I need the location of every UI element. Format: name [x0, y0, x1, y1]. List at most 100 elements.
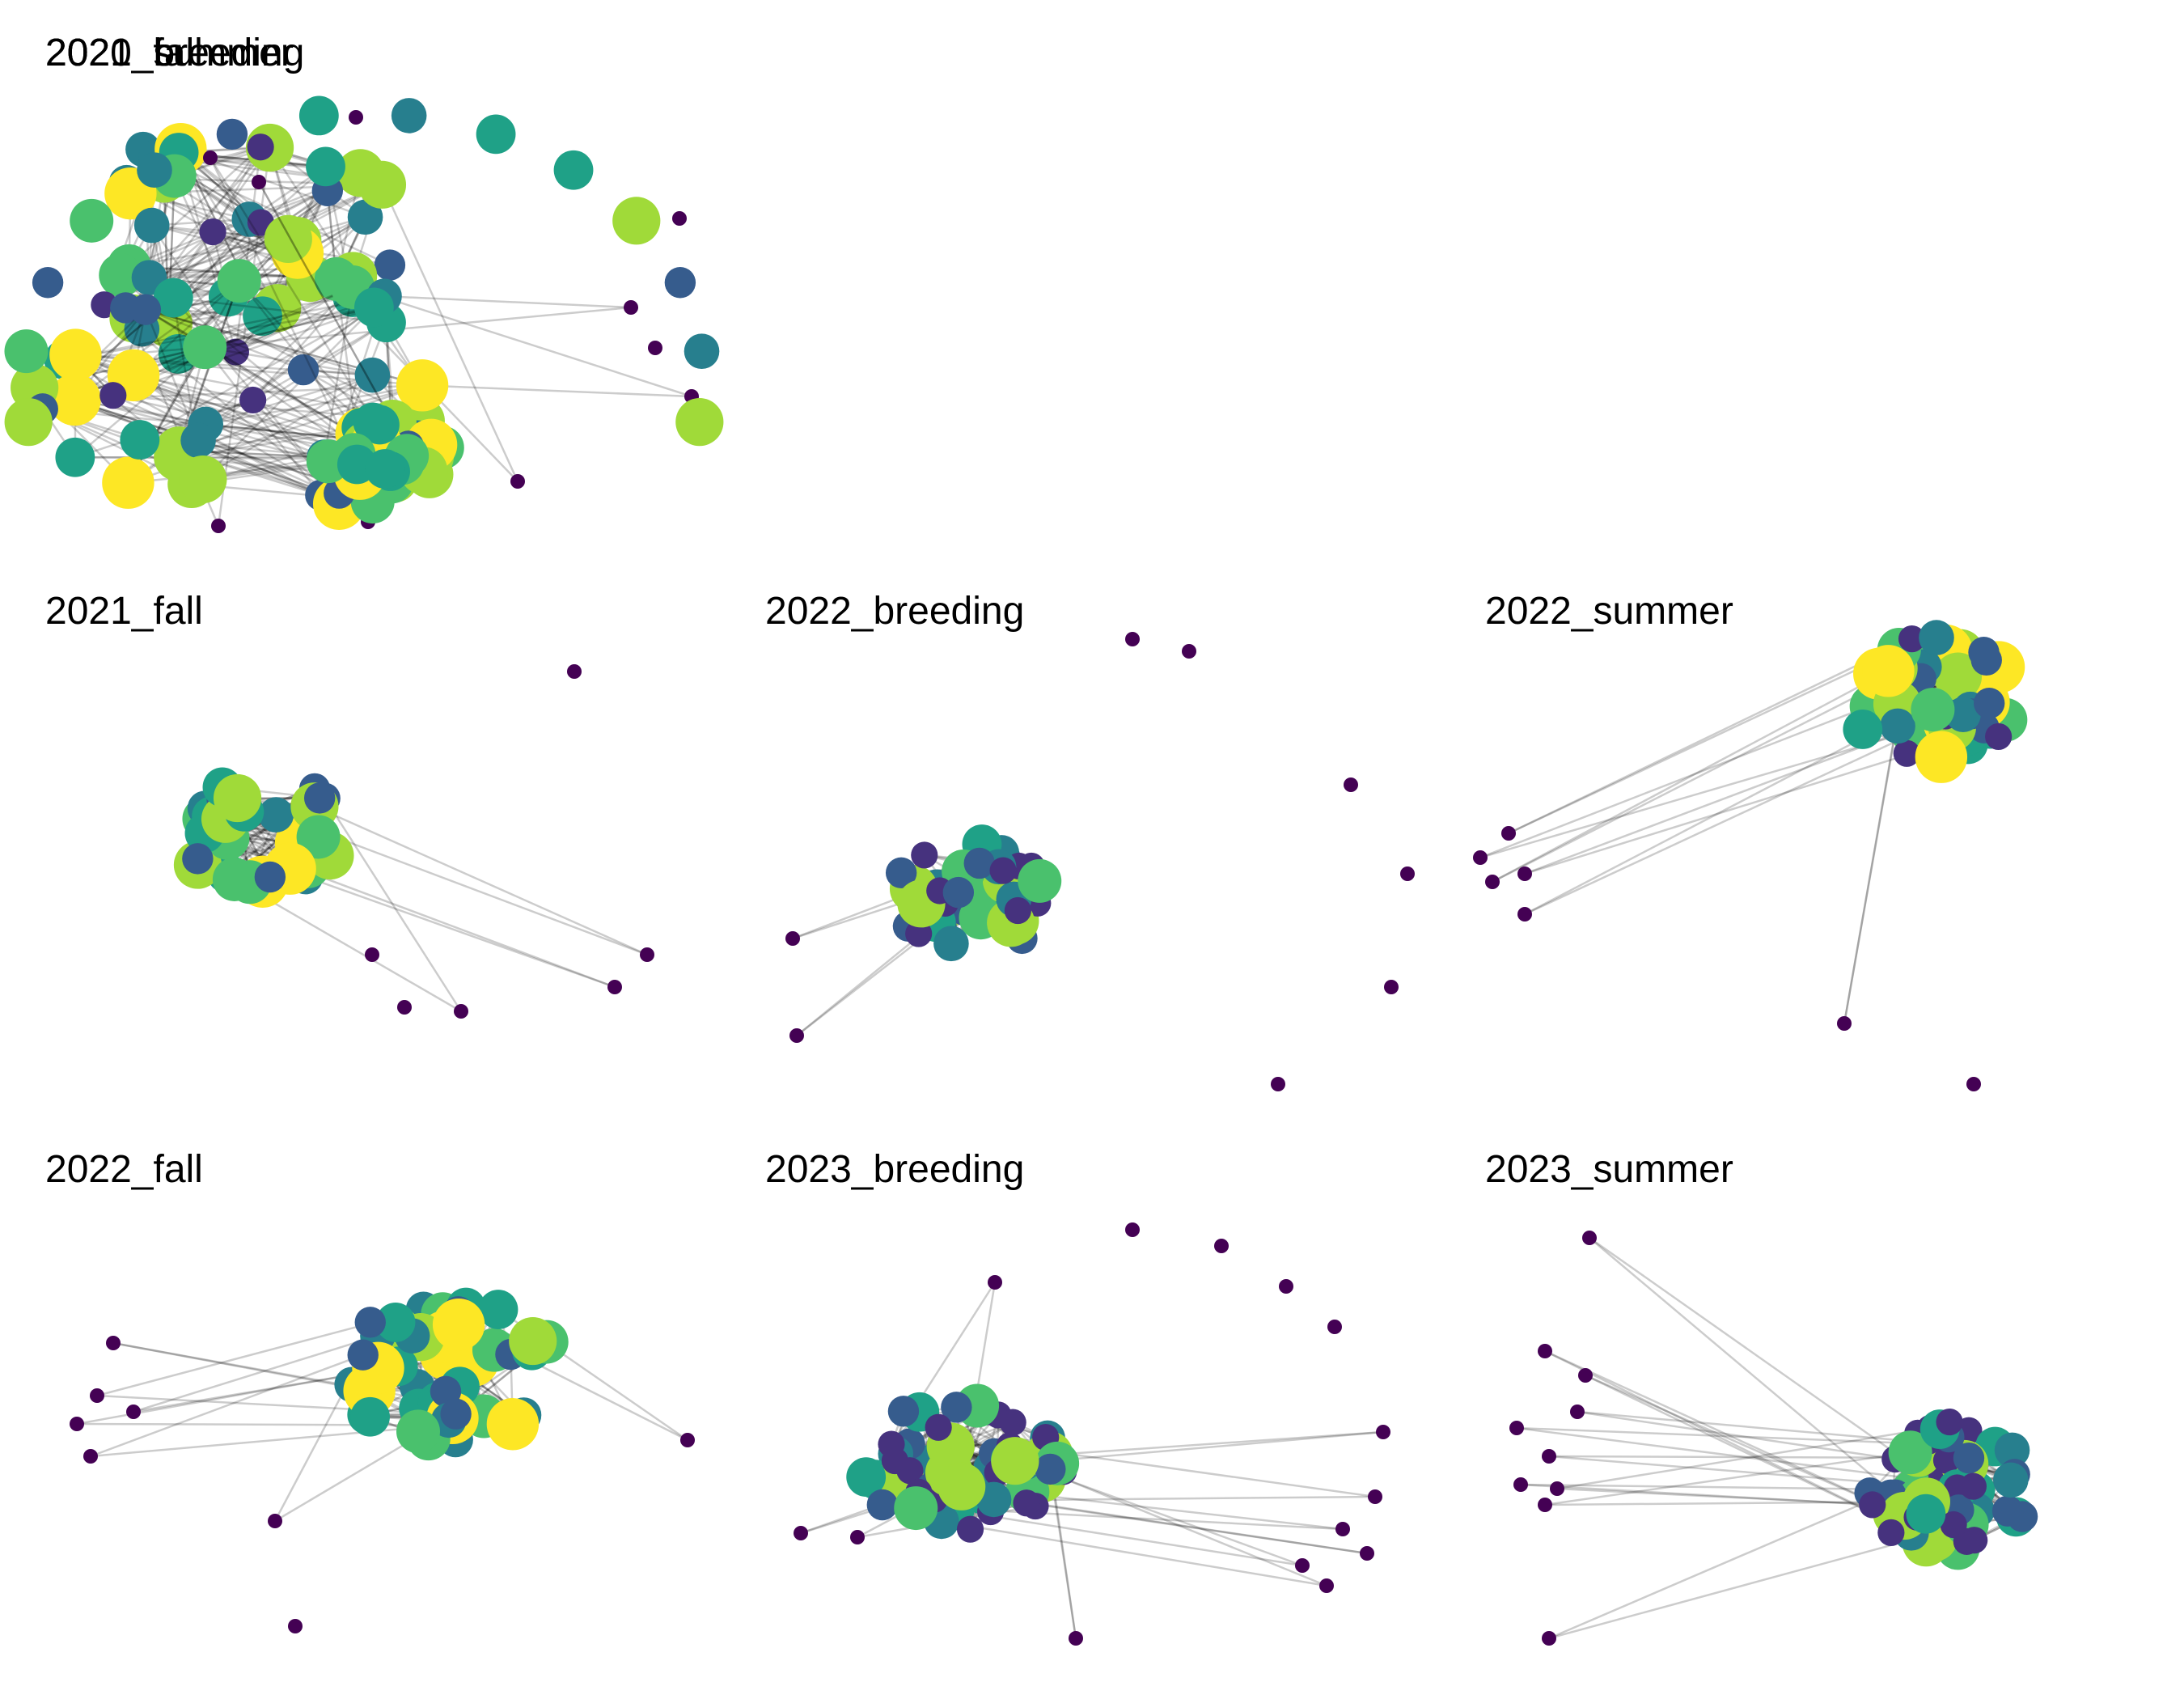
panel-2021-summer: 2021_summer — [0, 0, 724, 550]
edge — [422, 384, 692, 398]
network-node — [83, 1449, 98, 1464]
network-node — [347, 199, 383, 235]
network-node — [999, 1409, 1026, 1436]
edge — [63, 294, 385, 361]
network-node — [1125, 632, 1140, 646]
edge — [148, 146, 271, 278]
network-node — [1966, 1077, 1981, 1091]
network-node — [1945, 697, 1981, 733]
network-node — [120, 420, 160, 460]
network-node — [1295, 1558, 1310, 1573]
network-node — [672, 211, 687, 226]
network-node — [846, 1457, 887, 1498]
network-node — [866, 1489, 899, 1521]
network-node — [4, 329, 49, 374]
edge — [1585, 1374, 1905, 1517]
panel-title: 2022_fall — [45, 1148, 203, 1191]
network-node — [1513, 1477, 1528, 1492]
network-node — [478, 1290, 518, 1329]
network-node — [956, 1515, 984, 1543]
node-layer — [70, 1287, 695, 1633]
network-node — [55, 437, 95, 477]
network-node — [1360, 1546, 1374, 1561]
network-node — [1501, 826, 1516, 841]
network-node — [1968, 637, 2000, 668]
network-node — [1509, 1421, 1524, 1435]
network-node — [252, 175, 266, 189]
network-node — [1517, 907, 1532, 922]
network-node — [99, 253, 143, 298]
network-node — [941, 1392, 972, 1423]
network-node — [1538, 1498, 1552, 1512]
node-layer — [1473, 620, 2028, 1091]
network-node — [1182, 644, 1196, 659]
network-node — [288, 1619, 303, 1633]
network-node — [624, 300, 638, 315]
network-node — [1859, 1491, 1886, 1519]
network-node — [1911, 688, 1955, 732]
network-node — [1973, 688, 2005, 719]
network-node — [933, 926, 969, 962]
network-node — [988, 1275, 1002, 1290]
network-node — [179, 455, 227, 504]
edge — [90, 1424, 445, 1458]
edge — [1556, 1427, 1931, 1490]
edge — [269, 146, 354, 277]
network-node — [1344, 777, 1358, 792]
network-node — [1035, 1453, 1066, 1485]
network-node — [476, 114, 516, 155]
network-node — [1335, 1522, 1350, 1536]
network-node — [1327, 1320, 1342, 1334]
edge — [74, 346, 206, 459]
edge — [383, 294, 632, 309]
network-node — [648, 341, 662, 355]
network-node — [684, 333, 720, 369]
network-node — [199, 218, 226, 246]
network-node — [349, 110, 363, 125]
network-node — [1906, 1494, 1946, 1534]
network-node — [1214, 1239, 1229, 1253]
network-node — [510, 474, 525, 489]
edge — [954, 1509, 1303, 1567]
edge — [205, 384, 423, 426]
edge — [205, 286, 353, 426]
network-node — [126, 1405, 141, 1419]
network-node — [212, 857, 256, 901]
network-node — [133, 207, 170, 244]
network-graph — [4, 95, 724, 530]
network-node — [203, 150, 218, 165]
network-node — [391, 98, 427, 133]
network-node — [264, 214, 312, 263]
edge — [314, 805, 648, 956]
edge — [76, 1422, 445, 1426]
network-node — [1837, 1016, 1852, 1031]
edge — [305, 875, 616, 989]
network-node — [1959, 1472, 1987, 1500]
network-node — [247, 133, 274, 161]
network-node — [365, 947, 379, 962]
panel-2022-breeding: 2022_breeding — [720, 558, 1432, 1108]
network-node — [1993, 1462, 2029, 1498]
network-node — [258, 797, 294, 833]
network-node — [1919, 620, 1954, 655]
network-node — [254, 861, 286, 893]
edge — [1544, 1349, 1905, 1517]
edge — [324, 798, 463, 1012]
network-node — [350, 1396, 390, 1437]
edge — [145, 308, 373, 376]
panel-2021-fall: 2021_fall — [0, 558, 712, 1108]
network-node — [1932, 1447, 1961, 1474]
network-node — [180, 422, 216, 459]
network-graph — [70, 1287, 695, 1633]
edge — [352, 286, 692, 398]
network-node — [938, 1462, 986, 1510]
network-node — [183, 325, 227, 370]
network-node — [70, 198, 114, 243]
node-layer — [173, 664, 654, 1019]
network-graph — [173, 664, 654, 1019]
edge — [204, 286, 353, 349]
edge — [112, 394, 342, 499]
network-node — [1582, 1231, 1597, 1245]
network-node — [509, 1316, 557, 1366]
network-node — [454, 1004, 468, 1019]
